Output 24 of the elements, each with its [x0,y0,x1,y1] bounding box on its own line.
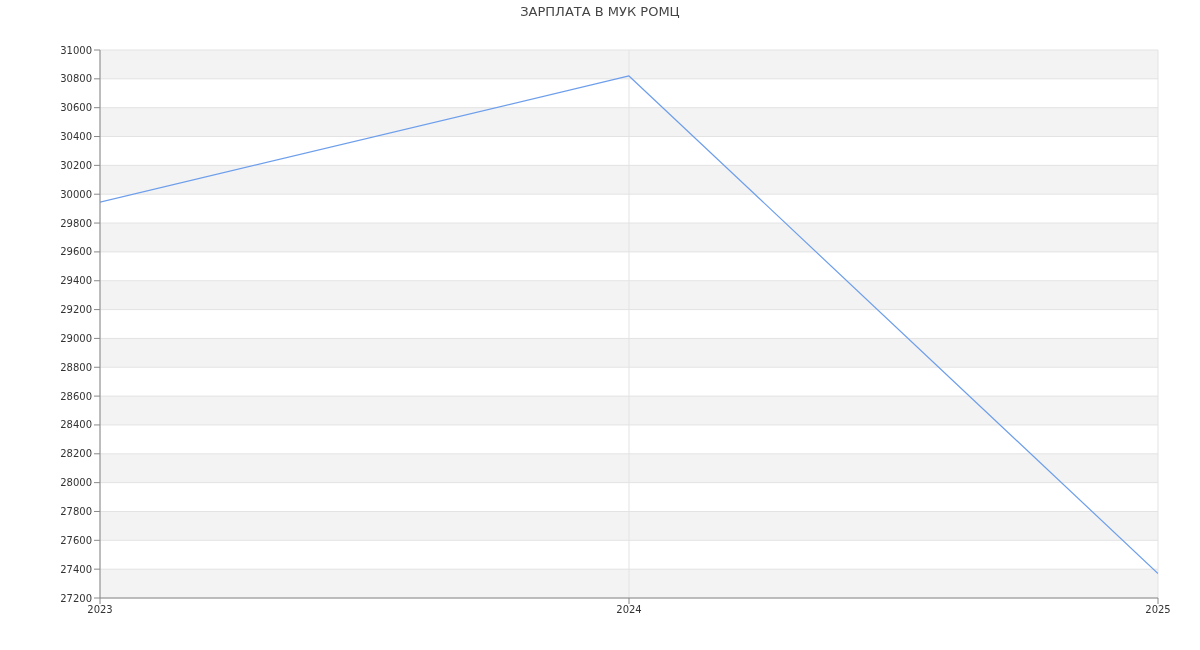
x-tick-label: 2025 [1145,604,1171,616]
y-tick-label: 29600 [60,246,92,258]
y-tick-label: 27400 [60,563,92,575]
y-tick-label: 28800 [60,361,92,373]
y-tick-label: 30800 [60,73,92,85]
y-tick-label: 31000 [60,44,92,56]
y-tick-label: 29400 [60,275,92,287]
y-tick-label: 28600 [60,390,92,402]
y-tick-label: 30200 [60,159,92,171]
x-tick-label: 2024 [616,604,642,616]
y-tick-label: 30000 [60,188,92,200]
y-tick-label: 30400 [60,131,92,143]
y-tick-label: 27200 [60,592,92,604]
y-tick-label: 29800 [60,217,92,229]
chart-title: ЗАРПЛАТА В МУК РОМЦ [519,4,681,21]
y-tick-label: 30600 [60,102,92,114]
y-tick-label: 28400 [60,419,92,431]
x-tick-label: 2023 [87,604,113,616]
y-tick-label: 27800 [60,506,92,518]
y-tick-label: 29200 [60,304,92,316]
y-tick-label: 28000 [60,477,92,489]
y-tick-label: 29000 [60,332,92,344]
y-tick-label: 28200 [60,448,92,460]
y-tick-label: 27600 [60,534,92,546]
